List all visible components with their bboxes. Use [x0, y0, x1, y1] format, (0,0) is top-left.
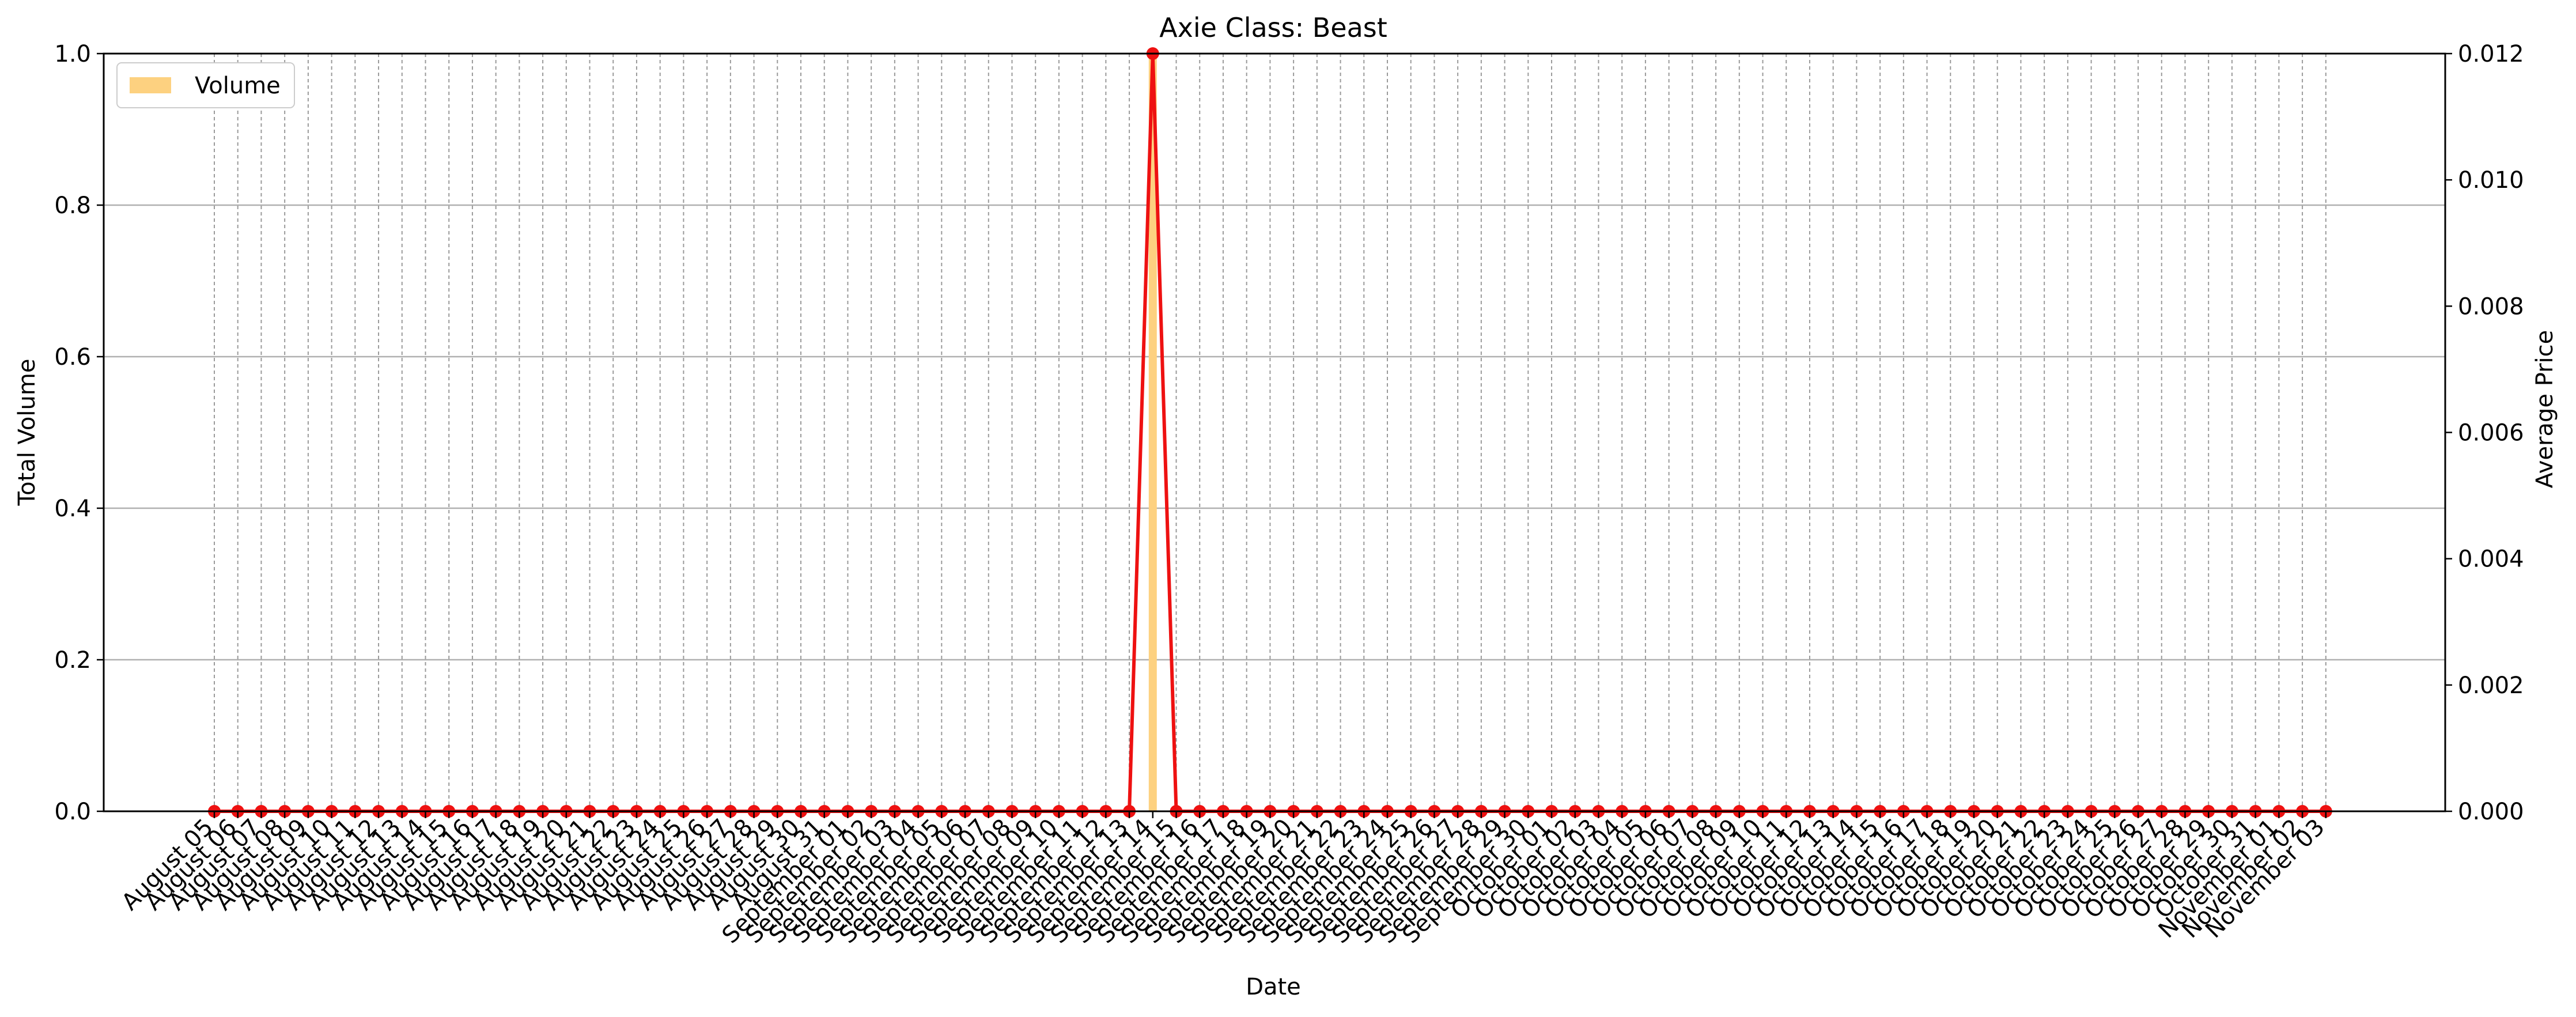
y-tick-label-left: 0.4	[54, 496, 91, 522]
legend-label-volume: Volume	[195, 73, 281, 99]
legend-swatch-volume	[130, 77, 171, 93]
legend-box	[116, 62, 295, 108]
y-tick-label-right: 0.004	[2458, 546, 2524, 573]
y-tick-label-right: 0.010	[2458, 167, 2524, 194]
y-tick-label-right: 0.006	[2458, 420, 2524, 447]
right-y-axis: 0.000 0.002 0.004 0.006 0.008 0.010 0.012	[2445, 41, 2524, 825]
y-tick-label-right: 0.000	[2458, 799, 2524, 825]
volume-bar	[1148, 54, 1157, 811]
left-y-axis: 0.0 0.2 0.4 0.6 0.8 1.0	[54, 41, 104, 825]
chart-title: Axie Class: Beast	[1159, 12, 1387, 43]
y-tick-label-left: 0.0	[54, 799, 91, 825]
y-tick-label-right: 0.008	[2458, 293, 2524, 320]
y-tick-label-left: 0.8	[54, 192, 91, 219]
y-axis-label-left: Total Volume	[14, 359, 40, 506]
y-tick-label-right: 0.012	[2458, 41, 2524, 67]
y-axis-label-right: Average Price	[2532, 330, 2558, 489]
legend: Volume	[116, 62, 295, 108]
y-tick-label-left: 0.6	[54, 344, 91, 370]
x-axis-label: Date	[1246, 974, 1301, 1000]
y-tick-label-left: 0.2	[54, 647, 91, 674]
bar-layer	[1148, 54, 1157, 811]
y-tick-label-right: 0.002	[2458, 672, 2524, 699]
y-tick-label-left: 1.0	[54, 41, 91, 67]
